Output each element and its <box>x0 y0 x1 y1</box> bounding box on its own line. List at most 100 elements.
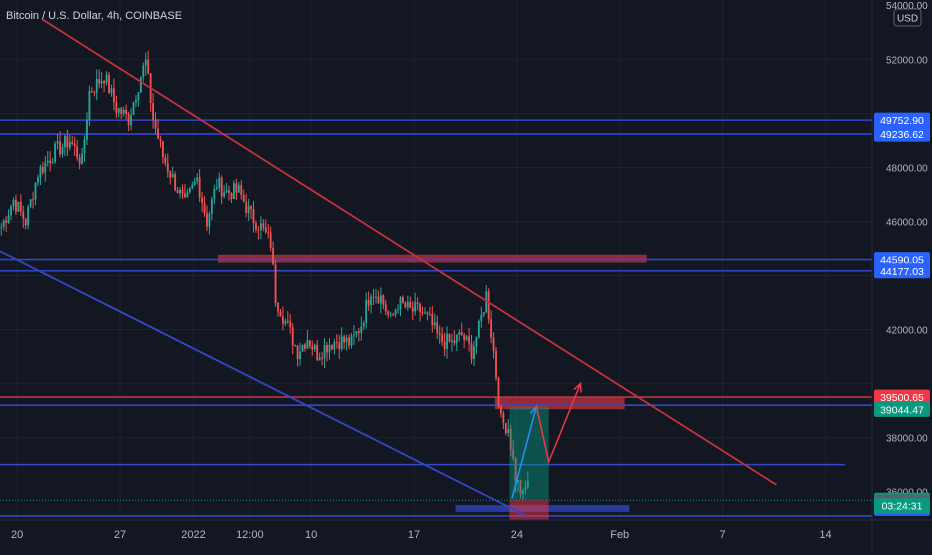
candle-body <box>318 357 321 361</box>
candle-body <box>88 91 91 120</box>
candle-body <box>455 334 458 343</box>
stop-zone <box>509 500 549 520</box>
candle-body <box>176 190 179 194</box>
target-zone <box>494 397 625 410</box>
candle-body <box>147 59 150 74</box>
candle-body <box>387 311 390 315</box>
candle-body <box>135 100 137 103</box>
candle-body <box>235 183 238 193</box>
candle-body <box>480 315 483 321</box>
level-tag-bg <box>874 112 930 128</box>
candle-body <box>499 406 502 414</box>
candle-body <box>375 296 377 298</box>
candle-body <box>44 162 47 173</box>
candle-body <box>56 141 59 144</box>
candle-body <box>105 74 108 84</box>
candle-body <box>203 202 206 214</box>
candle-body <box>24 218 27 226</box>
candle-body <box>353 334 355 336</box>
candle-body <box>73 143 76 147</box>
candle-body <box>125 109 128 115</box>
candle-body <box>333 342 336 350</box>
long-position[interactable] <box>509 406 549 520</box>
currency-badge[interactable]: USD <box>893 8 922 27</box>
trendlines[interactable] <box>0 18 777 517</box>
candle-body <box>122 109 125 115</box>
candle-body <box>377 296 380 304</box>
candle-body <box>458 332 461 335</box>
candle-body <box>433 322 436 326</box>
candle-body <box>279 311 282 317</box>
candle-body <box>357 331 360 333</box>
candle-body <box>492 337 495 351</box>
candle-body <box>453 340 456 343</box>
candle-body <box>291 327 294 346</box>
candle-body <box>76 146 79 158</box>
candle-body <box>61 146 64 155</box>
candle-body <box>402 297 404 303</box>
candle-body <box>164 157 167 164</box>
candle-body <box>152 103 155 120</box>
candle-body <box>296 345 299 360</box>
time-axis[interactable]: 20 27 2022 12:00 10 17 24 Feb 7 14 <box>11 529 832 541</box>
candle-body <box>225 190 228 193</box>
candle-body <box>166 163 169 172</box>
candle-body <box>171 174 174 178</box>
level-tag-bg <box>874 389 930 405</box>
candle-body <box>137 92 140 101</box>
candle-body <box>438 333 441 335</box>
candle-body <box>348 337 350 346</box>
currency-label: USD <box>897 14 918 25</box>
candle-body <box>299 351 301 360</box>
candle-body <box>431 314 434 326</box>
candle-body <box>51 162 54 164</box>
candle-body <box>17 201 20 212</box>
candle-body <box>34 182 37 200</box>
candle-body <box>66 136 69 148</box>
candle-body <box>497 377 500 407</box>
candle-body <box>338 342 341 349</box>
candle-body <box>286 320 289 322</box>
resistance-zone <box>218 254 647 263</box>
candle-body <box>250 206 252 210</box>
candle-body <box>321 357 324 359</box>
candle-body <box>179 189 181 194</box>
candle-body <box>504 422 507 434</box>
projection-arrows[interactable] <box>511 381 582 499</box>
candle-body <box>360 326 363 333</box>
candle-body <box>262 223 265 228</box>
candle-body <box>487 291 490 320</box>
candle-body <box>264 227 267 233</box>
candle-body <box>421 312 424 314</box>
candle-body <box>414 302 417 312</box>
candle-body <box>311 346 314 350</box>
candle-body <box>139 77 142 93</box>
candle-body <box>367 299 370 306</box>
candle-body <box>301 344 304 352</box>
candle-body <box>389 314 392 316</box>
candle-body <box>142 65 145 78</box>
candle-body <box>328 344 331 353</box>
candle-body <box>27 206 30 226</box>
candle-body <box>512 449 515 459</box>
candle-body <box>252 209 255 223</box>
candle-body <box>242 195 245 203</box>
price-tag: 39044.47 <box>880 404 924 416</box>
price-axis[interactable]: 38000.00 42000.00 46000.00 48000.00 52000.00… <box>886 1 928 499</box>
candle-body <box>193 181 196 185</box>
candle-body <box>313 344 316 350</box>
candle-body <box>392 314 395 316</box>
candle-body <box>63 136 66 147</box>
candle-body <box>2 220 5 228</box>
x-tick-label: Feb <box>610 529 629 541</box>
candle-body <box>127 114 130 126</box>
plot-area[interactable] <box>0 18 872 520</box>
candle-body <box>340 336 343 349</box>
descending-resistance <box>41 18 777 486</box>
candle-body <box>514 458 517 483</box>
candle-body <box>218 177 221 188</box>
countdown-bg <box>874 498 930 514</box>
candle-body <box>220 177 223 197</box>
